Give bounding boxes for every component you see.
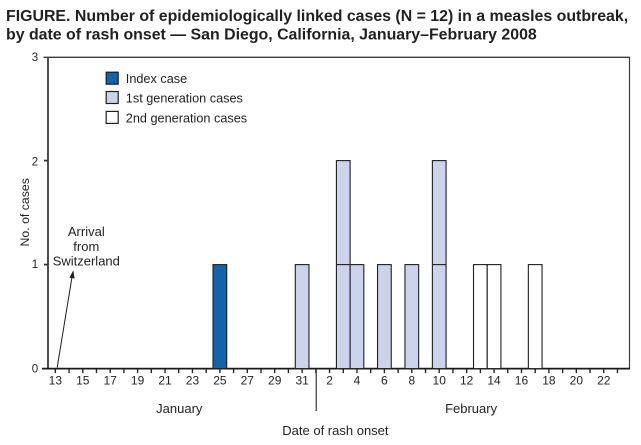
svg-text:18: 18	[542, 374, 556, 388]
svg-text:15: 15	[76, 374, 90, 388]
svg-text:Index case: Index case	[126, 72, 187, 86]
svg-text:0: 0	[32, 364, 38, 376]
svg-text:3: 3	[32, 52, 38, 64]
svg-text:2: 2	[326, 374, 333, 388]
svg-text:8: 8	[408, 374, 415, 388]
svg-text:Switzerland: Switzerland	[53, 254, 120, 269]
svg-text:16: 16	[515, 374, 529, 388]
svg-text:from: from	[73, 239, 99, 254]
svg-text:27: 27	[241, 374, 255, 388]
svg-text:2: 2	[32, 156, 38, 168]
svg-text:10: 10	[433, 374, 447, 388]
svg-text:19: 19	[131, 374, 145, 388]
svg-text:31: 31	[295, 374, 309, 388]
svg-text:by date of rash onset — San Di: by date of rash onset — San Diego, Calif…	[6, 26, 537, 43]
svg-text:17: 17	[104, 374, 118, 388]
svg-text:FIGURE. Number of epidemiologi: FIGURE. Number of epidemiologically link…	[6, 8, 628, 25]
svg-text:25: 25	[213, 374, 227, 388]
svg-text:January: January	[156, 401, 203, 416]
svg-text:February: February	[445, 401, 498, 416]
svg-text:23: 23	[186, 374, 200, 388]
svg-text:No. of cases: No. of cases	[18, 178, 32, 246]
svg-text:22: 22	[597, 374, 611, 388]
svg-text:1: 1	[32, 259, 38, 271]
svg-text:6: 6	[381, 374, 388, 388]
svg-text:29: 29	[268, 374, 282, 388]
svg-text:12: 12	[460, 374, 474, 388]
svg-text:Date of rash onset: Date of rash onset	[282, 423, 389, 438]
svg-text:14: 14	[487, 374, 501, 388]
svg-text:20: 20	[570, 374, 584, 388]
svg-text:2nd generation cases: 2nd generation cases	[126, 112, 247, 126]
svg-text:4: 4	[354, 374, 361, 388]
svg-text:1st generation cases: 1st generation cases	[126, 92, 243, 106]
svg-text:Arrival: Arrival	[68, 224, 105, 239]
svg-text:13: 13	[49, 374, 63, 388]
svg-text:21: 21	[158, 374, 172, 388]
